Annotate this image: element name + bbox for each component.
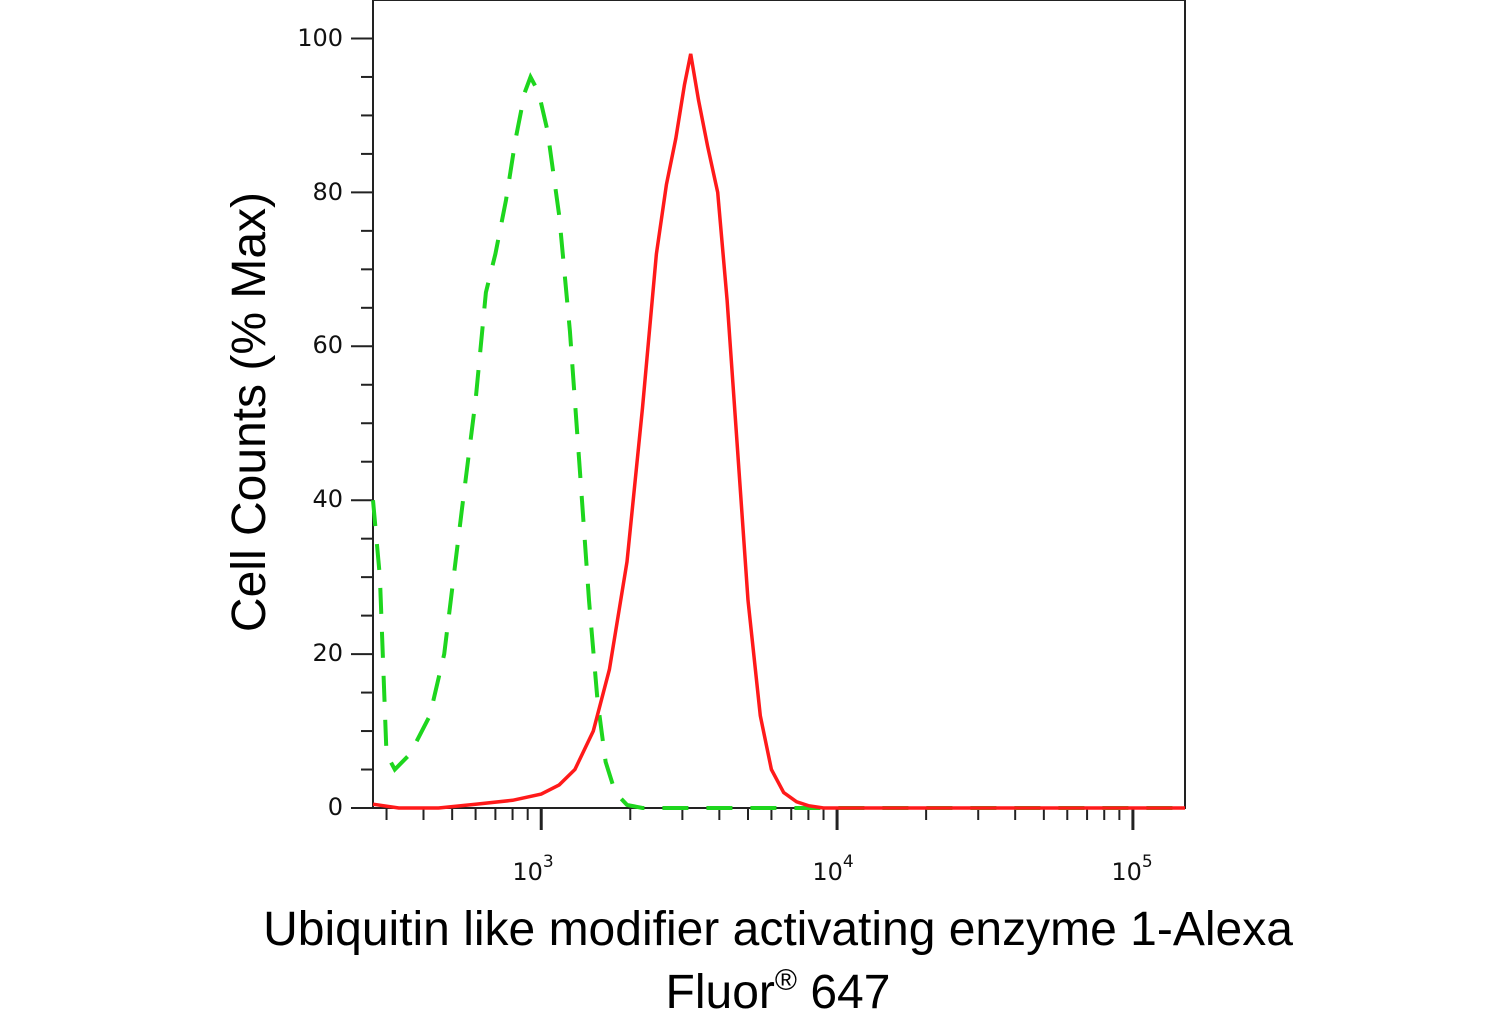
y-tick-label-60: 60	[312, 331, 343, 359]
y-minor-ticks	[351, 37, 373, 809]
series-isotype-control-dashed-line	[371, 72, 1185, 810]
y-axis-title: Cell Counts (% Max)	[223, 192, 276, 632]
y-tick-label-80: 80	[312, 178, 343, 206]
y-tick-label-40: 40	[312, 485, 343, 513]
y-tick-label-0: 0	[328, 793, 343, 821]
x-tick-label-1e3: 103	[512, 852, 553, 886]
x-minor-ticks	[385, 808, 1135, 830]
x-axis: 103 104 105	[353, 807, 1185, 886]
y-axis: 0 20 40 60 80 100	[297, 0, 374, 821]
series-layer	[371, 53, 1185, 810]
x-tick-label-1e5: 105	[1111, 852, 1152, 886]
y-tick-label-100: 100	[297, 24, 343, 52]
y-tick-label-20: 20	[312, 639, 343, 667]
x-tick-label-1e4: 104	[812, 852, 853, 886]
plot-frame	[372, 0, 1186, 809]
x-axis-title-line1: Ubiquitin like modifier activating enzym…	[263, 903, 1293, 956]
series-sample-solid-line	[372, 53, 1185, 810]
x-axis-title-line2: Fluor® 647	[666, 964, 891, 1019]
